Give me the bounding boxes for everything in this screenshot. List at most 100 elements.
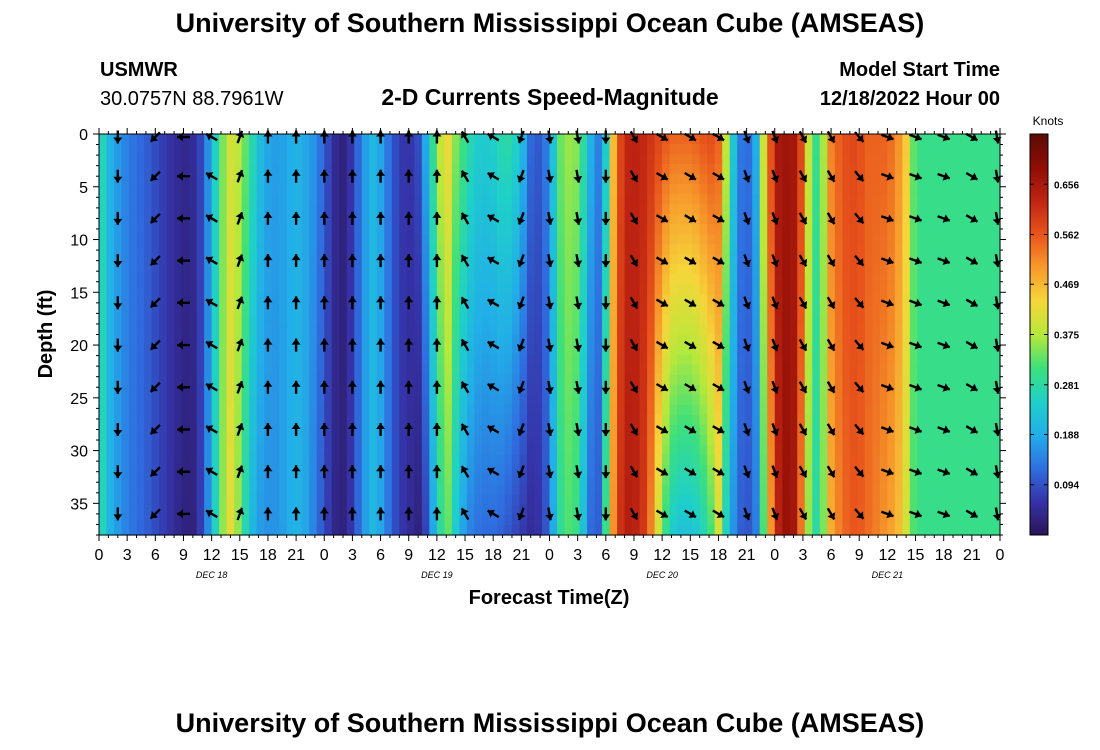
heatmap-cell — [249, 174, 258, 185]
heatmap-cell — [204, 194, 213, 205]
heatmap-cell — [977, 244, 986, 255]
heatmap-cell — [954, 274, 964, 285]
heatmap-cell — [226, 334, 235, 346]
heatmap-cell — [549, 464, 558, 476]
heatmap-cell — [436, 284, 445, 296]
heatmap-cell — [159, 424, 168, 436]
heatmap-cell — [504, 194, 513, 205]
heatmap-cell — [954, 524, 964, 536]
heatmap-cell — [414, 354, 423, 366]
heatmap-cell — [924, 364, 934, 376]
heatmap-cell — [737, 504, 746, 516]
heatmap-cell — [947, 244, 956, 255]
heatmap-cell — [984, 424, 994, 436]
heatmap-cell — [744, 474, 753, 486]
heatmap-cell — [782, 404, 791, 416]
heatmap-cell — [602, 164, 611, 175]
heatmap-cell — [211, 254, 220, 265]
heatmap-cell — [722, 354, 731, 366]
heatmap-cell — [654, 374, 663, 386]
heatmap-cell — [421, 144, 430, 155]
heatmap-cell — [121, 524, 130, 536]
heatmap-cell — [819, 244, 828, 255]
heatmap-cell — [234, 394, 243, 406]
heatmap-cell — [429, 414, 438, 426]
heatmap-cell — [729, 424, 738, 436]
heatmap-cell — [121, 334, 130, 346]
heatmap-cell — [316, 194, 325, 205]
heatmap-cell — [264, 324, 273, 336]
heatmap-cell — [617, 224, 626, 235]
heatmap-cell — [459, 424, 468, 436]
heatmap-cell — [331, 404, 340, 416]
heatmap-cell — [737, 414, 746, 426]
heatmap-cell — [286, 274, 295, 285]
heatmap-cell — [466, 504, 476, 516]
heatmap-cell — [939, 154, 949, 165]
heatmap-cell — [557, 164, 566, 175]
heatmap-cell — [196, 194, 205, 205]
heatmap-cell — [587, 224, 596, 235]
heatmap-cell — [234, 414, 243, 426]
heatmap-cell — [489, 234, 498, 245]
heatmap-cell — [346, 484, 355, 496]
heatmap-cell — [977, 224, 986, 235]
heatmap-cell — [767, 464, 776, 476]
heatmap-cell — [894, 274, 903, 285]
heatmap-cell — [376, 164, 385, 175]
heatmap-cell — [429, 314, 438, 326]
heatmap-cell — [609, 464, 618, 476]
current-vector-head — [347, 296, 357, 303]
heatmap-cell — [729, 234, 738, 245]
heatmap-cell — [812, 354, 821, 366]
heatmap-cell — [699, 424, 708, 436]
heatmap-cell — [181, 284, 190, 296]
heatmap-cell — [632, 194, 641, 205]
heatmap-cell — [406, 274, 415, 285]
heatmap-cell — [219, 274, 228, 285]
heatmap-cell — [662, 494, 671, 506]
heatmap-cell — [106, 314, 115, 326]
heatmap-cell — [241, 374, 250, 386]
heatmap-cell — [151, 474, 160, 486]
heatmap-cell — [519, 264, 528, 275]
heatmap-cell — [842, 174, 851, 185]
heatmap-cell — [789, 224, 798, 235]
heatmap-cell — [729, 314, 738, 326]
heatmap-cell — [384, 154, 393, 165]
heatmap-cell — [121, 244, 130, 255]
heatmap-cell — [369, 194, 378, 205]
heatmap-cell — [174, 404, 183, 416]
heatmap-cell — [99, 404, 108, 416]
heatmap-cell — [504, 304, 513, 316]
heatmap-cell — [587, 284, 596, 296]
heatmap-cell — [729, 214, 738, 225]
heatmap-cell — [977, 374, 986, 386]
heatmap-cell — [992, 514, 1001, 526]
heatmap-cell — [819, 454, 828, 466]
heatmap-cell — [189, 184, 198, 195]
heatmap-cell — [647, 524, 656, 536]
heatmap-cell — [339, 404, 348, 416]
heatmap-cell — [249, 514, 258, 526]
heatmap-cell — [692, 474, 701, 486]
heatmap-cell — [496, 484, 506, 496]
heatmap-cell — [279, 354, 288, 366]
heatmap-cell — [174, 414, 183, 426]
heatmap-cell — [872, 444, 881, 456]
heatmap-cell — [879, 154, 888, 165]
heatmap-cell — [301, 504, 310, 516]
heatmap-cell — [354, 134, 363, 145]
heatmap-cell — [429, 474, 438, 486]
heatmap-cell — [534, 264, 543, 275]
heatmap-cell — [166, 244, 175, 255]
heatmap-cell — [872, 484, 881, 496]
heatmap-cell — [729, 344, 738, 356]
heatmap-cell — [99, 424, 108, 436]
heatmap-cell — [466, 314, 476, 326]
heatmap-cell — [324, 214, 333, 225]
heatmap-cell — [249, 444, 258, 456]
heatmap-cell — [729, 224, 738, 235]
heatmap-cell — [286, 494, 295, 506]
heatmap-cell — [797, 354, 806, 366]
